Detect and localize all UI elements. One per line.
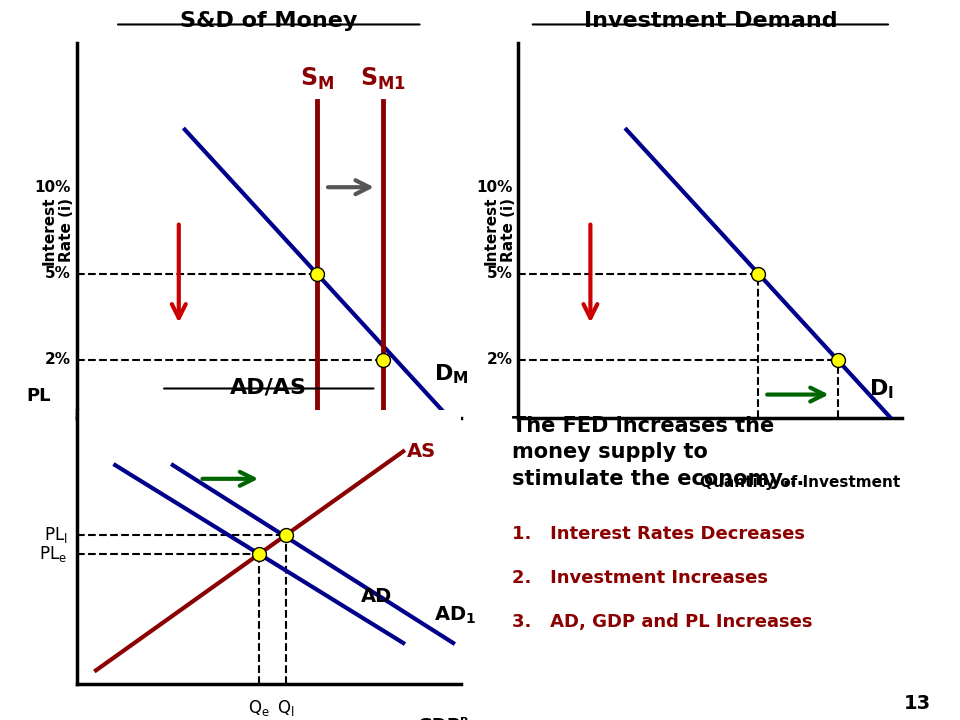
Text: Quantity of Investment: Quantity of Investment — [700, 475, 900, 490]
Text: $\mathbf{AD_1}$: $\mathbf{AD_1}$ — [434, 605, 476, 626]
Text: AD: AD — [361, 587, 392, 606]
Text: 1.   Interest Rates Decreases: 1. Interest Rates Decreases — [513, 526, 805, 544]
Text: GDPᴿ: GDPᴿ — [417, 717, 468, 720]
Text: 3.   AD, GDP and PL Increases: 3. AD, GDP and PL Increases — [513, 613, 813, 631]
Text: AS: AS — [407, 442, 436, 461]
Text: 13: 13 — [904, 694, 931, 713]
Text: $\mathbf{S_{M1}}$: $\mathbf{S_{M1}}$ — [360, 66, 406, 92]
Text: $\mathrm{Q_e}$: $\mathrm{Q_e}$ — [249, 698, 270, 718]
Text: $\mathrm{PL_l}$: $\mathrm{PL_l}$ — [43, 525, 67, 545]
Text: 200: 200 — [300, 444, 333, 459]
Title: Investment Demand: Investment Demand — [584, 11, 837, 30]
Text: PL: PL — [26, 387, 51, 405]
Text: Quantityₘ: Quantityₘ — [373, 475, 459, 490]
Title: S&D of Money: S&D of Money — [180, 11, 357, 30]
Text: $\mathbf{S_M}$: $\mathbf{S_M}$ — [300, 66, 334, 92]
Text: $\mathrm{PL_e}$: $\mathrm{PL_e}$ — [39, 544, 67, 564]
Title: AD/AS: AD/AS — [230, 378, 307, 397]
Y-axis label: Interest
Rate (i): Interest Rate (i) — [41, 196, 74, 265]
Text: 250: 250 — [367, 444, 398, 459]
Text: $\mathbf{D_M}$: $\mathbf{D_M}$ — [435, 363, 469, 386]
Y-axis label: Interest
Rate (i): Interest Rate (i) — [483, 196, 516, 265]
Text: 10%: 10% — [35, 180, 71, 194]
Text: 5%: 5% — [45, 266, 71, 281]
Text: $\mathbf{D_I}$: $\mathbf{D_I}$ — [869, 377, 894, 400]
Text: 2%: 2% — [487, 353, 513, 367]
Text: 2%: 2% — [45, 353, 71, 367]
Text: 5%: 5% — [487, 266, 513, 281]
Text: $\mathrm{Q_l}$: $\mathrm{Q_l}$ — [277, 698, 295, 718]
Text: The FED increases the
money supply to
stimulate the economy…: The FED increases the money supply to st… — [513, 416, 804, 489]
Text: 2.   Investment Increases: 2. Investment Increases — [513, 569, 768, 587]
Text: 10%: 10% — [476, 180, 513, 194]
